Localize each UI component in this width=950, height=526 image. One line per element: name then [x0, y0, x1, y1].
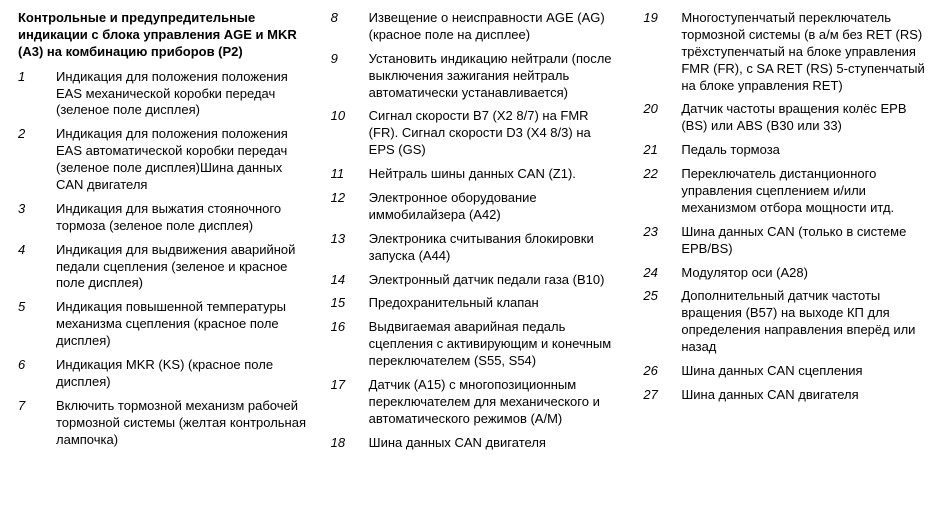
item-number: 12	[331, 190, 351, 224]
item-text: Извещение о неисправности AGE (AG) (крас…	[369, 10, 620, 44]
list-item: 15 Предохранительный клапан	[331, 295, 620, 312]
item-text: Выдвигаемая аварийная педаль сцепления с…	[369, 319, 620, 370]
item-text: Индикация MKR (KS) (красное поле дисплея…	[56, 357, 307, 391]
item-text: Установить индикацию нейтрали (после вык…	[369, 51, 620, 102]
list-item: 4 Индикация для выдвижения аварийной педа…	[18, 242, 307, 293]
item-number: 11	[331, 166, 351, 183]
item-number: 9	[331, 51, 351, 102]
item-text: Сигнал скорости B7 (X2 8/7) на FMR (FR).…	[369, 108, 620, 159]
item-text: Шина данных CAN двигателя	[369, 435, 546, 452]
item-text: Шина данных CAN (только в системе EPB/BS…	[681, 224, 932, 258]
item-text: Индикация для выжатия стояночного тормоз…	[56, 201, 307, 235]
list-item: 18 Шина данных CAN двигателя	[331, 435, 620, 452]
section-heading: Контрольные и предупредительные индикаци…	[18, 10, 307, 61]
list-item: 14 Электронный датчик педали газа (B10)	[331, 272, 620, 289]
list-item: 9 Установить индикацию нейтрали (после вы…	[331, 51, 620, 102]
column-1: Контрольные и предупредительные индикаци…	[18, 10, 307, 459]
item-number: 3	[18, 201, 38, 235]
column-3: 19Многоступенчатый переключатель тормозн…	[643, 10, 932, 459]
list-item: 21 Педаль тормоза	[643, 142, 932, 159]
item-number: 23	[643, 224, 663, 258]
item-text: Дополнительный датчик частоты вращения (…	[681, 288, 932, 356]
item-text: Многоступенчатый переключатель тормозной…	[681, 10, 932, 94]
list-item: 13 Электроника считывания блокировки запу…	[331, 231, 620, 265]
item-number: 27	[643, 387, 663, 404]
item-text: Педаль тормоза	[681, 142, 780, 159]
item-text: Электроника считывания блокировки запуск…	[369, 231, 620, 265]
item-number: 26	[643, 363, 663, 380]
item-text: Индикация для положения положения EAS ме…	[56, 69, 307, 120]
item-number: 6	[18, 357, 38, 391]
item-number: 21	[643, 142, 663, 159]
item-text: Предохранительный клапан	[369, 295, 539, 312]
list-item: 24 Модулятор оси (A28)	[643, 265, 932, 282]
list-item: 3 Индикация для выжатия стояночного тормо…	[18, 201, 307, 235]
item-text: Шина данных CAN двигателя	[681, 387, 858, 404]
item-text: Индикация повышенной температуры механиз…	[56, 299, 307, 350]
list-item: 23 Шина данных CAN (только в системе EPB/…	[643, 224, 932, 258]
item-number: 17	[331, 377, 351, 428]
list-item: 19Многоступенчатый переключатель тормозн…	[643, 10, 932, 94]
item-number: 18	[331, 435, 351, 452]
item-number: 7	[18, 398, 38, 449]
list-item: 17 Датчик (A15) с многопозиционным перекл…	[331, 377, 620, 428]
item-number: 13	[331, 231, 351, 265]
item-number: 16	[331, 319, 351, 370]
list-item: 5 Индикация повышенной температуры механи…	[18, 299, 307, 350]
list-item: 22 Переключатель дистанционного управлени…	[643, 166, 932, 217]
item-number: 25	[643, 288, 663, 356]
item-number: 19	[643, 10, 663, 94]
item-text: Электронное оборудование иммобилайзера (…	[369, 190, 620, 224]
item-text: Переключатель дистанционного управления …	[681, 166, 932, 217]
item-number: 24	[643, 265, 663, 282]
item-text: Нейтраль шины данных CAN (Z1).	[369, 166, 576, 183]
list-item: 2 Индикация для положения положения EAS а…	[18, 126, 307, 194]
item-text: Включить тормозной механизм рабочей торм…	[56, 398, 307, 449]
item-number: 5	[18, 299, 38, 350]
item-number: 8	[331, 10, 351, 44]
item-number: 22	[643, 166, 663, 217]
page: Контрольные и предупредительные индикаци…	[18, 10, 932, 459]
item-number: 1	[18, 69, 38, 120]
item-text: Модулятор оси (A28)	[681, 265, 808, 282]
item-number: 14	[331, 272, 351, 289]
list-item: 27 Шина данных CAN двигателя	[643, 387, 932, 404]
list-item: 20 Датчик частоты вращения колёс EPB (BS)…	[643, 101, 932, 135]
item-number: 4	[18, 242, 38, 293]
list-item: 11 Нейтраль шины данных CAN (Z1).	[331, 166, 620, 183]
list-item: 6 Индикация MKR (KS) (красное поле диспле…	[18, 357, 307, 391]
item-number: 2	[18, 126, 38, 194]
list-item: 8 Извещение о неисправности AGE (AG) (кра…	[331, 10, 620, 44]
column-2: 8 Извещение о неисправности AGE (AG) (кра…	[331, 10, 620, 459]
item-text: Индикация для положения положения EAS ав…	[56, 126, 307, 194]
item-text: Индикация для выдвижения аварийной педал…	[56, 242, 307, 293]
list-item: 10 Сигнал скорости B7 (X2 8/7) на FMR (FR…	[331, 108, 620, 159]
item-number: 10	[331, 108, 351, 159]
list-item: 12 Электронное оборудование иммобилайзера…	[331, 190, 620, 224]
list-item: 26 Шина данных CAN сцепления	[643, 363, 932, 380]
list-item: 25 Дополнительный датчик частоты вращения…	[643, 288, 932, 356]
list-item: 7 Включить тормозной механизм рабочей тор…	[18, 398, 307, 449]
item-text: Шина данных CAN сцепления	[681, 363, 862, 380]
item-number: 20	[643, 101, 663, 135]
list-item: 1 Индикация для положения положения EAS м…	[18, 69, 307, 120]
item-text: Датчик частоты вращения колёс EPB (BS) и…	[681, 101, 932, 135]
item-number: 15	[331, 295, 351, 312]
list-item: 16 Выдвигаемая аварийная педаль сцепления…	[331, 319, 620, 370]
item-text: Датчик (A15) с многопозиционным переключ…	[369, 377, 620, 428]
item-text: Электронный датчик педали газа (B10)	[369, 272, 605, 289]
